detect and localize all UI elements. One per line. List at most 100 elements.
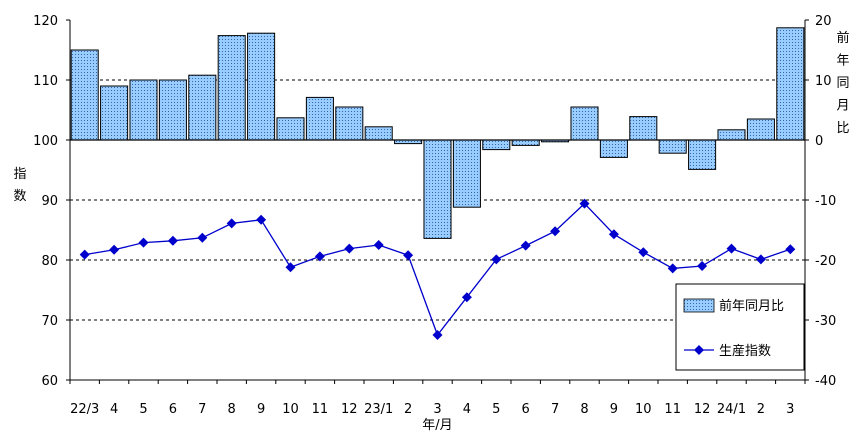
point-marker — [109, 244, 120, 255]
x-tick-label: 4 — [463, 402, 471, 417]
line-series — [79, 198, 796, 340]
bar — [452, 139, 481, 208]
point-marker — [697, 261, 708, 271]
x-tick-label: 24/1 — [717, 402, 746, 417]
point-marker — [167, 235, 178, 246]
legend-box — [675, 283, 805, 371]
y-right-tick-labels: -40 -30 -20 -10 0 10 20 — [815, 14, 836, 389]
point-marker — [638, 247, 649, 258]
x-axis-title: 年/月 — [422, 418, 452, 433]
y-right-tick-label: 0 — [815, 134, 823, 149]
point-marker — [256, 214, 267, 225]
bar — [129, 79, 158, 141]
point-marker — [285, 262, 296, 273]
bar — [70, 49, 99, 141]
point-marker — [608, 229, 619, 240]
x-tick-label: 9 — [610, 402, 618, 417]
point-marker — [755, 254, 766, 265]
y-right-tick-label: -30 — [815, 314, 836, 329]
y-left-tick-label: 110 — [33, 74, 58, 89]
x-tick-label: 3 — [433, 402, 441, 417]
y-left-axis-title: 指数 — [13, 167, 26, 204]
y-right-title-char: 月 — [836, 99, 849, 114]
x-tick-label: 9 — [257, 402, 265, 417]
x-tick-labels: 22/3 4 5 6 7 8 9 10 11 12 23/1 2 3 4 5 6 7 8 9 10 11 12 24/1 2 3 — [70, 402, 794, 417]
bar — [188, 74, 217, 141]
bar — [688, 139, 717, 170]
bar — [776, 27, 805, 141]
x-tick-label: 3 — [786, 402, 794, 417]
y-left-title-char: 指 — [13, 167, 26, 182]
axes — [66, 19, 809, 384]
point-marker — [226, 218, 237, 229]
x-tick-label: 12 — [694, 402, 711, 417]
bar — [305, 96, 334, 141]
y-right-tick-label: 10 — [815, 74, 832, 89]
x-tick-label: 7 — [551, 402, 559, 417]
y-left-tick-label: 70 — [41, 314, 58, 329]
x-tick-label: 11 — [312, 402, 329, 417]
y-right-tick-label: -20 — [815, 254, 836, 269]
y-left-tick-label: 100 — [33, 134, 58, 149]
x-tick-label: 2 — [404, 402, 412, 417]
point-marker — [197, 232, 208, 243]
x-tick-label: 10 — [635, 402, 652, 417]
bar — [276, 117, 305, 141]
bar — [599, 139, 628, 158]
x-tick-label: 5 — [139, 402, 147, 417]
bar — [217, 35, 246, 141]
x-tick-label: 6 — [169, 402, 177, 417]
point-marker — [314, 251, 325, 262]
x-tick-label: 5 — [492, 402, 500, 417]
bar — [364, 126, 393, 141]
bar — [158, 79, 187, 141]
legend-line-label: 生産指数 — [719, 343, 771, 359]
point-marker — [432, 330, 443, 340]
x-tick-label: 6 — [522, 402, 530, 417]
bar — [247, 32, 276, 141]
bar — [570, 106, 599, 141]
point-marker — [403, 250, 414, 261]
y-left-title-char: 数 — [13, 189, 26, 204]
x-tick-label: 10 — [282, 402, 299, 417]
legend: 前年同月比 生産指数 — [675, 283, 805, 371]
point-marker — [344, 243, 355, 254]
legend-bar-label: 前年同月比 — [719, 298, 784, 314]
y-right-title-char: 年 — [836, 54, 849, 69]
y-left-tick-labels: 60 70 80 90 100 110 120 — [33, 14, 58, 389]
y-left-tick-label: 60 — [41, 374, 58, 389]
x-tick-label: 8 — [228, 402, 236, 417]
y-right-tick-label: 20 — [815, 14, 832, 29]
y-right-title-char: 比 — [836, 121, 849, 136]
y-right-title-char: 前 — [836, 30, 849, 46]
x-tick-label: 7 — [198, 402, 206, 417]
point-marker — [785, 244, 796, 255]
point-marker — [138, 237, 149, 248]
x-tick-label: 22/3 — [70, 402, 99, 417]
x-tick-label: 23/1 — [364, 402, 393, 417]
legend-bar-swatch — [683, 298, 715, 313]
x-tick-label: 4 — [110, 402, 118, 417]
point-marker — [491, 254, 502, 265]
y-left-tick-label: 120 — [33, 14, 58, 29]
point-marker — [461, 292, 472, 303]
bar — [629, 116, 658, 141]
y-right-axis-title: 前年同月比 — [836, 30, 849, 136]
point-marker — [520, 240, 531, 251]
y-right-title-char: 同 — [836, 76, 849, 91]
bar-series — [70, 27, 805, 239]
bar — [335, 106, 364, 141]
y-right-tick-label: -10 — [815, 194, 836, 209]
y-left-tick-label: 80 — [41, 254, 58, 269]
bar — [658, 139, 687, 154]
legend-line-marker — [694, 345, 704, 355]
bar — [423, 139, 452, 239]
bar — [100, 85, 129, 141]
bar — [746, 118, 775, 141]
point-marker — [550, 226, 561, 237]
bar — [511, 139, 540, 146]
bar — [717, 129, 746, 141]
y-right-tick-label: -40 — [815, 374, 836, 389]
bar — [482, 139, 511, 151]
